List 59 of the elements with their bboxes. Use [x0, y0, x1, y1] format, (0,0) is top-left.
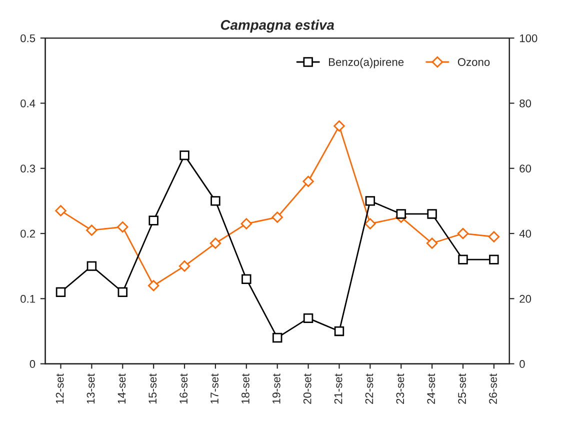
y-tick-label: 0.1	[20, 294, 36, 303]
x-tick-label: 12-set	[56, 374, 64, 404]
point	[242, 274, 252, 284]
x-tick-label: 21-set	[334, 374, 342, 404]
x-tick-label: 20-set	[303, 374, 312, 404]
x-tick-label: 14-set	[118, 374, 126, 404]
point	[178, 260, 190, 272]
y2-tick-label: 60	[520, 164, 532, 172]
x-tick-label: 24-set	[427, 374, 436, 404]
point	[489, 254, 499, 264]
y2-tick-label: 20	[520, 294, 532, 303]
point	[427, 209, 437, 219]
x-tick-label: 13-set	[86, 374, 95, 404]
y2-tick-label: 80	[520, 99, 532, 108]
point	[334, 326, 344, 336]
point	[148, 216, 158, 226]
y-tick-label: 0.2	[20, 230, 35, 238]
x-tick-label: 16-set	[180, 374, 188, 404]
y-tick-label: 0.3	[20, 164, 36, 172]
point	[55, 205, 66, 216]
x-tick-label: 17-set	[210, 374, 218, 404]
point	[365, 196, 376, 206]
x-tick-label: 25-set	[458, 374, 466, 404]
point	[272, 332, 282, 343]
point	[303, 313, 314, 324]
y2-tick-label: 100	[520, 34, 538, 42]
y-tick-label: 0.5	[20, 34, 36, 42]
point	[364, 218, 376, 230]
legend-label: Ozono	[458, 58, 490, 66]
x-tick-label: 23-set	[396, 374, 404, 404]
point	[86, 261, 97, 271]
x-tick-label: 15-set	[148, 374, 157, 404]
legend-label: Benzo(a)pirene	[328, 58, 404, 68]
x-tick-label: 18-set	[242, 374, 250, 404]
point	[210, 196, 220, 206]
point	[180, 150, 190, 160]
point	[396, 209, 406, 219]
x-tick-label: 22-set	[365, 374, 374, 404]
point	[426, 238, 438, 249]
point	[488, 231, 500, 242]
y-tick-label: 0	[30, 360, 36, 368]
chart-title: Campagna estiva	[220, 20, 334, 33]
point	[117, 221, 128, 233]
point	[86, 224, 98, 236]
y-tick-label: 0.4	[20, 99, 36, 108]
x-tick-label: 19-set	[272, 374, 280, 404]
point	[272, 212, 283, 223]
point	[334, 120, 345, 132]
point	[458, 254, 468, 264]
point	[148, 280, 160, 292]
point	[240, 218, 252, 230]
point	[56, 287, 66, 297]
point	[118, 287, 128, 297]
y2-tick-label: 40	[519, 230, 532, 238]
x-tick-label: 26-set	[489, 374, 497, 404]
point	[302, 176, 314, 187]
point	[457, 228, 469, 240]
y2-tick-label: 0	[520, 360, 525, 368]
point	[210, 238, 222, 249]
